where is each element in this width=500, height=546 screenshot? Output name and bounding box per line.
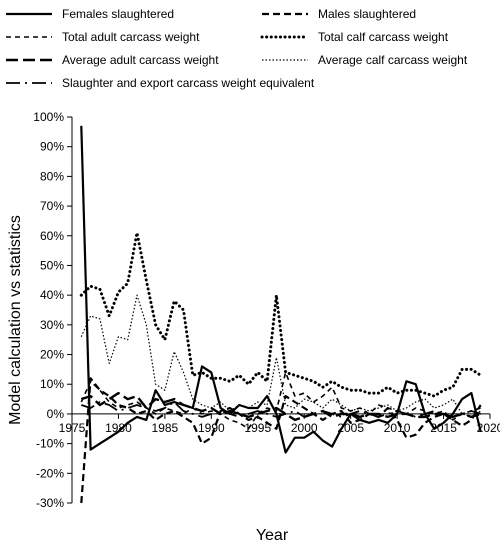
legend-label: Total calf carcass weight: [318, 30, 449, 44]
y-tick-label: -20%: [36, 466, 64, 480]
plot-area: -30% -20% -10% 0% 10% 20% 30% 40% 50% 60% 70% 80% 90…: [33, 110, 500, 510]
legend-label: Slaughter and export carcass weight equi…: [62, 76, 315, 90]
x-tick-label: 2005: [337, 421, 364, 435]
x-tick-label: 1995: [244, 421, 271, 435]
series-line-1: [80, 125, 482, 454]
series-line-7: [81, 401, 481, 418]
y-axis-title: Model calculation vs statistics: [7, 215, 24, 425]
y-tick-label: 90%: [40, 140, 64, 154]
x-axis-title: Year: [256, 527, 289, 544]
x-ticks: 1975 1980 1985 1990 1995 2000 2005 2010 2015 2020: [59, 413, 500, 435]
y-tick-label: -10%: [36, 437, 64, 451]
y-tick-label: 20%: [40, 348, 64, 362]
legend: Females slaughtered Males slaughtered Tota…: [6, 7, 468, 90]
x-tick-label: 2015: [430, 421, 457, 435]
x-tick-label: 2020: [477, 421, 500, 435]
y-tick-label: 30%: [40, 318, 64, 332]
x-tick-label: 2010: [384, 421, 411, 435]
legend-label: Total adult carcass weight: [62, 30, 200, 44]
y-tick-label: 60%: [40, 229, 64, 243]
x-tick-label: 1985: [152, 421, 179, 435]
legend-label: Average calf carcass weight: [318, 53, 468, 67]
y-tick-label: 40%: [40, 288, 64, 302]
y-tick-label: 50%: [40, 258, 64, 272]
series-line-4: [79, 231, 483, 398]
legend-label: Average adult carcass weight: [62, 53, 219, 67]
series-line-2: [80, 377, 482, 504]
y-tick-label: -30%: [36, 496, 64, 510]
x-tick-label: 1990: [198, 421, 225, 435]
x-tick-label: 1980: [105, 421, 132, 435]
y-tick-label: 70%: [40, 199, 64, 213]
y-tick-label: 100%: [33, 110, 64, 124]
y-tick-label: 80%: [40, 169, 64, 183]
legend-label: Females slaughtered: [62, 7, 174, 21]
series-line-5: [80, 391, 482, 422]
y-tick-label: 0%: [47, 407, 65, 421]
y-ticks: -30% -20% -10% 0% 10% 20% 30% 40% 50% 60% 70% 80% 90…: [33, 110, 72, 510]
y-tick-label: 10%: [40, 377, 64, 391]
legend-label: Males slaughtered: [318, 7, 416, 21]
series-layer: [79, 125, 483, 504]
x-tick-label: 1975: [59, 421, 86, 435]
x-tick-label: 2000: [291, 421, 318, 435]
